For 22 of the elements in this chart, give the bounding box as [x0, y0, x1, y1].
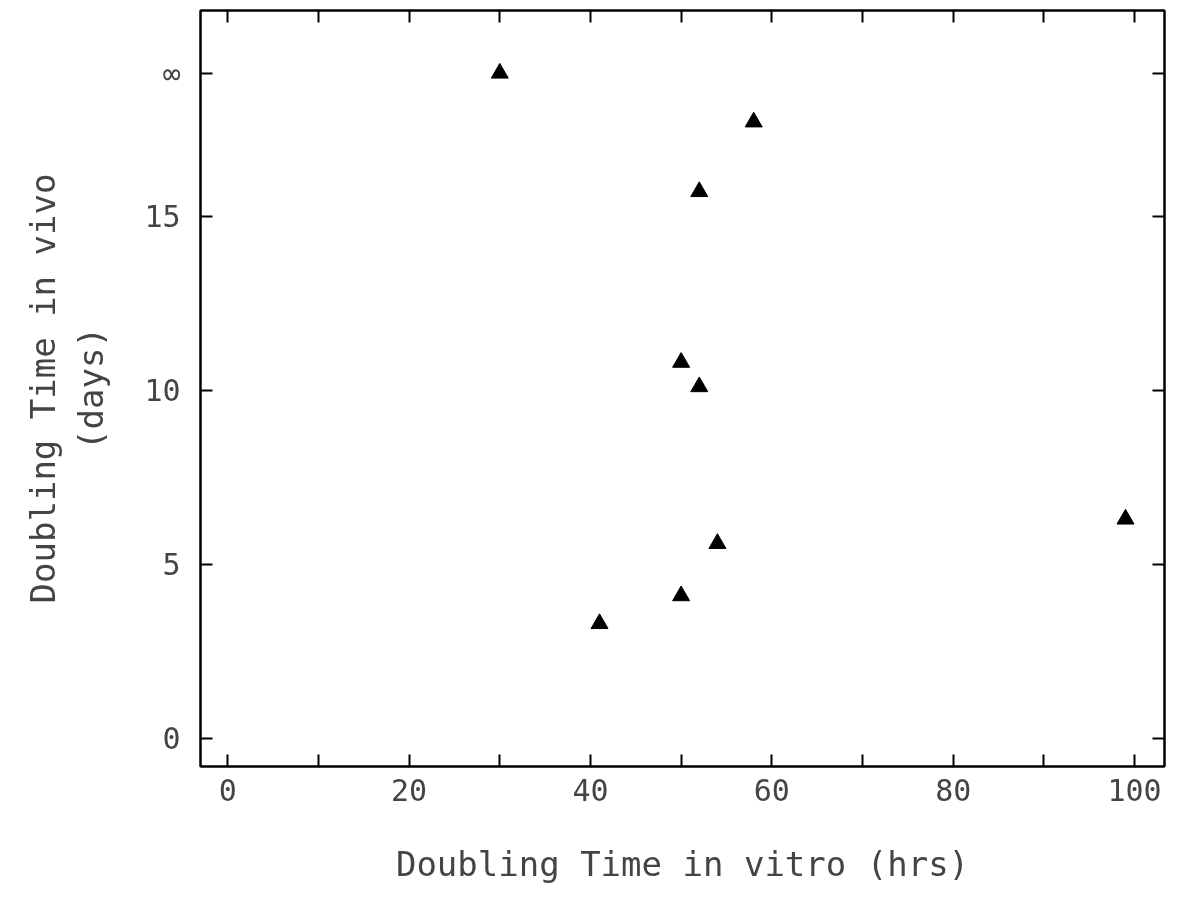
- y-tick-label: 0: [162, 721, 181, 757]
- x-tick-label: 100: [1107, 772, 1162, 808]
- point: [690, 376, 709, 393]
- y-axis-title: Doubling Time in vivo (days): [23, 173, 112, 604]
- point: [1116, 508, 1135, 525]
- point: [690, 181, 709, 198]
- x-tick-label: 40: [572, 772, 609, 808]
- x-tick-label: 60: [753, 772, 790, 808]
- x-tick-label: 20: [391, 772, 428, 808]
- x-tick-label: 0: [218, 772, 237, 808]
- x-tick-label: 80: [935, 772, 972, 808]
- point: [672, 585, 691, 602]
- point: [744, 111, 763, 128]
- y-tick-label: 5: [162, 546, 181, 582]
- x-axis-title: Doubling Time in vitro (hrs): [395, 843, 970, 884]
- point: [672, 352, 691, 368]
- point: [708, 533, 727, 549]
- point: [490, 62, 509, 79]
- y-tick-label: ∞: [162, 55, 181, 91]
- point: [590, 613, 609, 630]
- y-tick-label: 10: [144, 372, 181, 408]
- y-tick-label: 15: [144, 198, 181, 234]
